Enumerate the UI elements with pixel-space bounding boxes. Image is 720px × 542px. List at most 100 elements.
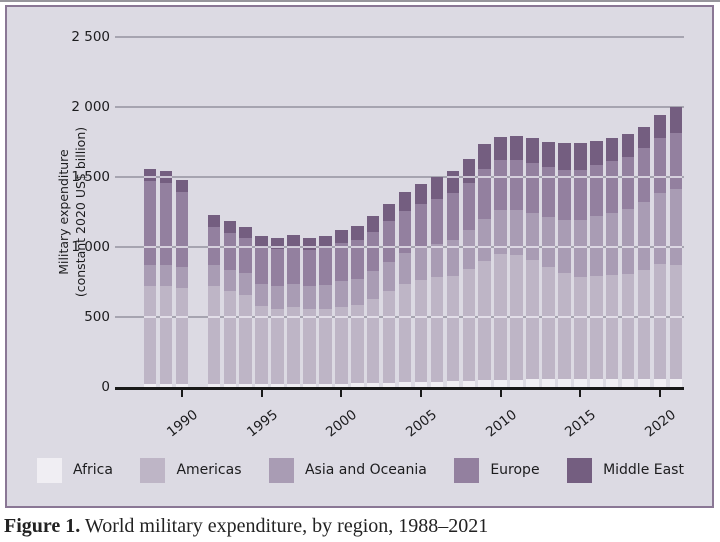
bar-1992-segment-middle-east — [207, 214, 221, 227]
bar-2003-segment-americas — [382, 291, 396, 383]
x-tick-mark-2010 — [499, 389, 502, 397]
bar-2018 — [621, 134, 635, 387]
y-tick-label-500: 500 — [84, 309, 110, 325]
bar-2014-segment-africa — [558, 379, 571, 387]
bar-1994-segment-americas — [239, 295, 252, 385]
bar-gridline-mark — [207, 316, 221, 318]
bar-gridline-mark — [494, 246, 507, 248]
gridline-2000 — [115, 106, 684, 108]
bar-2019-segment-americas — [637, 270, 651, 380]
bar-2009 — [478, 144, 491, 387]
y-tick-label-2500: 2 500 — [71, 29, 110, 45]
bar-2007-segment-americas — [446, 275, 460, 382]
bar-1997-segment-asia-and-oceania — [287, 283, 300, 308]
bar-2020-segment-middle-east — [653, 115, 667, 139]
bar-2017-segment-middle-east — [605, 138, 619, 162]
bar-1993-segment-americas — [223, 291, 237, 385]
bar-1999-segment-americas — [319, 309, 332, 384]
bar-2018-segment-europe — [621, 156, 635, 210]
bar-2008-segment-americas — [462, 268, 476, 381]
bar-1997-segment-middle-east — [287, 235, 300, 248]
legend-swatch-asia-and-oceania — [268, 458, 294, 483]
bar-2019 — [637, 126, 651, 387]
bar-1995-segment-europe — [255, 247, 268, 284]
bar-gridline-mark — [542, 176, 555, 178]
bar-2021-segment-americas — [669, 264, 683, 379]
bar-1990-segment-americas — [175, 288, 189, 385]
plot-area — [115, 36, 684, 387]
bar-gridline-mark — [414, 246, 428, 248]
legend-swatch-africa — [37, 458, 62, 483]
bar-1993-segment-middle-east — [223, 221, 237, 233]
bar-2019-segment-middle-east — [637, 126, 651, 149]
bar-gridline-mark — [382, 316, 396, 318]
page-top-rule — [0, 0, 720, 2]
bar-2013-segment-americas — [542, 267, 555, 380]
bar-2018-segment-middle-east — [621, 134, 635, 157]
bar-2006 — [430, 177, 444, 387]
bar-1999-segment-asia-and-oceania — [319, 284, 332, 310]
bar-2014-segment-middle-east — [558, 143, 571, 170]
bar-1995-segment-asia-and-oceania — [255, 283, 268, 306]
bar-gridline-mark — [287, 316, 300, 318]
legend-item-africa: Africa — [37, 458, 113, 483]
y-tick-label-1500: 1 500 — [71, 169, 110, 185]
x-tick-label-2005: 2005 — [402, 406, 440, 441]
bar-2003-segment-asia-and-oceania — [382, 262, 396, 292]
bar-1990-segment-middle-east — [175, 179, 189, 192]
bar-gridline-mark — [398, 246, 412, 248]
legend-swatch-middle-east — [567, 458, 593, 483]
bar-1998-segment-europe — [303, 249, 316, 286]
bar-gridline-mark — [143, 246, 157, 248]
bar-2004-segment-middle-east — [398, 191, 412, 212]
bar-2000-segment-americas — [335, 306, 348, 384]
bar-1992-segment-americas — [207, 286, 221, 385]
bar-2001 — [351, 226, 364, 387]
bar-gridline-mark — [143, 316, 157, 318]
bar-gridline-mark — [637, 316, 651, 318]
bar-1996-segment-americas — [271, 308, 284, 385]
bar-2006-segment-middle-east — [430, 177, 444, 199]
bar-gridline-mark — [398, 316, 412, 318]
bar-gridline-mark — [526, 316, 539, 318]
bar-2014-segment-europe — [558, 169, 571, 220]
bar-1994 — [239, 226, 252, 387]
legend-label-europe: Europe — [490, 462, 540, 478]
x-tick-label-2010: 2010 — [482, 406, 520, 441]
bar-1998 — [303, 237, 316, 387]
bar-2011-segment-africa — [510, 379, 523, 387]
bar-2021 — [669, 107, 683, 387]
bar-2014-segment-americas — [558, 273, 571, 380]
bar-2016-segment-africa — [590, 379, 603, 387]
x-axis-line — [115, 387, 684, 390]
bar-1998-segment-middle-east — [303, 237, 316, 250]
bar-1997-segment-europe — [287, 247, 300, 284]
legend-label-africa: Africa — [73, 462, 113, 478]
bar-2012-segment-africa — [526, 379, 539, 387]
x-tick-mark-2020 — [658, 389, 661, 397]
bar-2016-segment-middle-east — [590, 140, 603, 166]
bar-2006-segment-americas — [430, 277, 444, 382]
x-tick-mark-1995 — [260, 389, 263, 397]
bar-1998-segment-asia-and-oceania — [303, 285, 316, 310]
bar-gridline-mark — [558, 316, 571, 318]
bar-2013-segment-asia-and-oceania — [542, 216, 555, 268]
bar-2009-segment-middle-east — [478, 144, 491, 169]
bar-1993-segment-europe — [223, 232, 237, 270]
bar-2003-segment-europe — [382, 221, 396, 263]
x-tick-mark-2005 — [419, 389, 422, 397]
bar-2021-segment-europe — [669, 132, 683, 189]
bar-gridline-mark — [414, 316, 428, 318]
bar-gridline-mark — [669, 316, 683, 318]
bar-2017-segment-europe — [605, 161, 619, 213]
bar-2006-segment-asia-and-oceania — [430, 243, 444, 278]
legend-swatch-europe — [454, 458, 480, 483]
bar-1988-segment-asia-and-oceania — [143, 265, 157, 286]
y-tick-label-0: 0 — [101, 379, 110, 395]
bar-2005-segment-asia-and-oceania — [414, 247, 428, 280]
bar-2018-segment-asia-and-oceania — [621, 209, 635, 274]
bar-1999-segment-africa — [319, 383, 332, 387]
bar-gridline-mark — [605, 316, 619, 318]
bar-2002-segment-europe — [366, 232, 380, 272]
bar-gridline-mark — [542, 316, 555, 318]
